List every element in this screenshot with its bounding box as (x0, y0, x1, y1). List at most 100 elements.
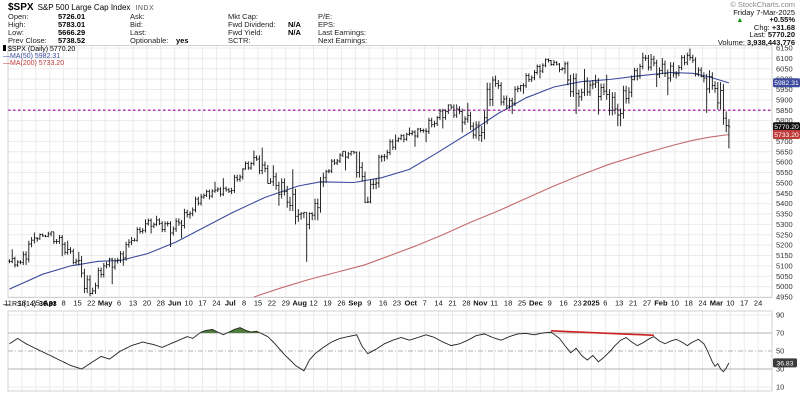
svg-text:16: 16 (379, 299, 387, 308)
svg-text:6050: 6050 (776, 64, 793, 73)
svg-text:5733.20: 5733.20 (774, 132, 799, 139)
legend-ma50: —MA(50) 5982.31 (3, 53, 61, 61)
pct-change: ▲ +0.55% (736, 15, 795, 25)
svg-text:8: 8 (62, 299, 66, 308)
quote-field: Fwd Dividend: N/A (228, 20, 301, 29)
chart-legend: $SPX (Daily) 5770.20 —MA(50) 5982.31 —MA… (3, 45, 75, 68)
quote-field: Last: (130, 28, 147, 37)
svg-text:5000: 5000 (776, 282, 793, 291)
quote-field: Low: 5666.29 (8, 28, 86, 37)
svg-text:29: 29 (282, 299, 290, 308)
svg-text:21: 21 (629, 299, 637, 308)
quote-field: Next Earnings: (318, 36, 368, 45)
svg-text:Jul: Jul (225, 299, 236, 308)
svg-text:22: 22 (268, 299, 276, 308)
quote-field: Last Earnings: (318, 28, 366, 37)
legend-main: $SPX (Daily) 5770.20 (3, 45, 75, 53)
svg-text:24: 24 (212, 299, 220, 308)
quote-grid: Open: 5726.01 High: 5783.01 Low: 5666.29 Prev … (8, 13, 382, 45)
svg-text:6: 6 (117, 299, 121, 308)
date-axis-labels: 11 18 25 Apr 8 15 22 May 6 13 20 28 Jun 10 17 24 Jul 8 15 2… (4, 299, 762, 308)
ticker-symbol: $SPX (8, 2, 34, 13)
ticker-name: S&P 500 Large Cap Index (37, 3, 131, 12)
ma200-line-icon: — (3, 60, 10, 68)
svg-text:10: 10 (726, 299, 734, 308)
ma50-line-icon: — (3, 53, 10, 61)
svg-text:21: 21 (448, 299, 456, 308)
svg-text:27: 27 (643, 299, 651, 308)
svg-text:Feb: Feb (654, 299, 668, 308)
ticker-header: $SPX S&P 500 Large Cap Index INDX (8, 2, 154, 13)
svg-text:26: 26 (337, 299, 345, 308)
svg-text:5250: 5250 (776, 230, 793, 239)
quote-field: Mkt Cap: (228, 12, 259, 21)
svg-text:19: 19 (323, 299, 331, 308)
svg-text:Apr: Apr (43, 299, 56, 308)
svg-text:5550: 5550 (776, 168, 793, 177)
rsi-line (9, 327, 730, 373)
axis-flag: 5982.31 (773, 78, 800, 88)
quote-field: EPS: (318, 20, 336, 29)
quote-field: Ask: (130, 12, 145, 21)
svg-text:5500: 5500 (776, 179, 793, 188)
change: Chg: +31.68 (753, 22, 795, 32)
ma200-line (253, 133, 729, 298)
rsi-label: RSI(14) (11, 301, 37, 308)
quote-field: Open: 5726.01 (8, 12, 86, 21)
svg-text:24: 24 (754, 299, 762, 308)
svg-text:5900: 5900 (776, 96, 793, 105)
svg-text:5150: 5150 (776, 251, 793, 260)
svg-text:18: 18 (18, 299, 26, 308)
svg-text:90: 90 (776, 311, 784, 320)
svg-text:18: 18 (685, 299, 693, 308)
ohlc-bars (8, 48, 731, 297)
date: Friday 7-Mar-2025 (733, 7, 795, 17)
axis-flag: 5733.20 (773, 130, 800, 139)
quote-field: Fwd Yield: N/A (228, 28, 301, 37)
svg-text:5100: 5100 (776, 262, 793, 271)
svg-text:Oct: Oct (405, 299, 418, 308)
svg-text:17: 17 (740, 299, 748, 308)
quote-field: P/E: (318, 12, 333, 21)
svg-text:8: 8 (242, 299, 246, 308)
svg-text:9: 9 (367, 299, 371, 308)
rsi-pane-border (7, 310, 773, 392)
svg-text:24: 24 (698, 299, 706, 308)
svg-text:5600: 5600 (776, 158, 793, 167)
svg-text:30: 30 (776, 365, 784, 374)
svg-text:17: 17 (198, 299, 206, 308)
svg-text:Jun: Jun (168, 299, 182, 308)
svg-text:5300: 5300 (776, 220, 793, 229)
svg-text:25: 25 (32, 299, 40, 308)
rsi-trendline (551, 330, 654, 337)
svg-text:12: 12 (309, 299, 317, 308)
svg-text:15: 15 (73, 299, 81, 308)
last: Last: 5770.20 (749, 30, 795, 40)
svg-text:May: May (98, 299, 113, 308)
svg-text:5650: 5650 (776, 147, 793, 156)
quote-field: Optionable: yes (130, 36, 189, 45)
svg-text:5800: 5800 (776, 116, 793, 125)
svg-text:Dec: Dec (529, 299, 543, 308)
rsi-70-30-lines (8, 332, 772, 370)
svg-text:5982.31: 5982.31 (774, 80, 799, 87)
svg-text:13: 13 (615, 299, 623, 308)
svg-text:5770.20: 5770.20 (774, 124, 799, 131)
svg-text:10: 10 (776, 383, 784, 392)
svg-text:5200: 5200 (776, 241, 793, 250)
svg-text:5850: 5850 (776, 106, 793, 115)
svg-text:6: 6 (603, 299, 607, 308)
svg-text:11: 11 (4, 299, 12, 308)
price-pane-border (7, 45, 773, 298)
svg-text:70: 70 (776, 329, 784, 338)
svg-text:10: 10 (671, 299, 679, 308)
svg-text:5350: 5350 (776, 210, 793, 219)
svg-text:Nov: Nov (473, 299, 488, 308)
svg-text:Sep: Sep (348, 299, 362, 308)
quote-field: High: 5783.01 (8, 20, 86, 29)
svg-text:36.83: 36.83 (776, 360, 793, 367)
quote-field: SCTR: (228, 36, 251, 45)
svg-text:7: 7 (423, 299, 427, 308)
